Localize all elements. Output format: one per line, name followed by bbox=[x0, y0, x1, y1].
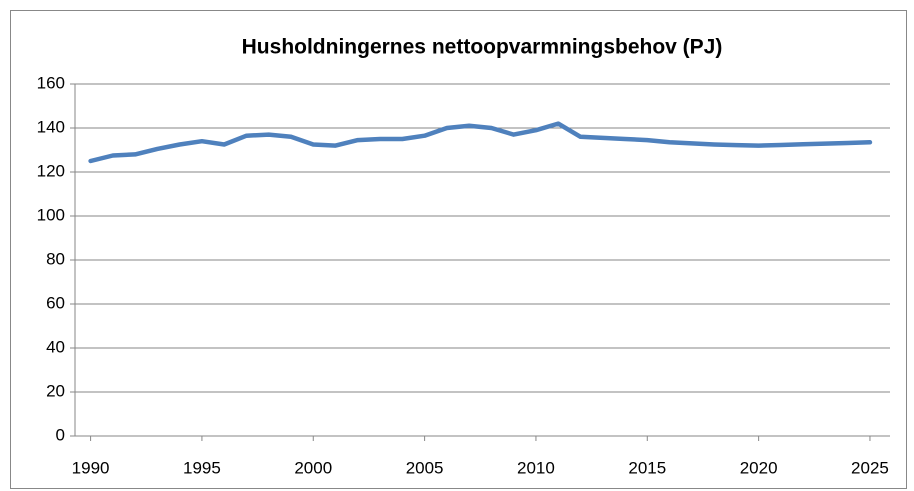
chart-frame bbox=[10, 10, 907, 489]
x-tick-label: 2015 bbox=[628, 458, 666, 477]
y-tick-label: 160 bbox=[37, 73, 65, 92]
x-tick-label: 2000 bbox=[294, 458, 332, 477]
y-tick-label: 40 bbox=[46, 337, 65, 356]
y-tick-label: 0 bbox=[56, 425, 65, 444]
x-tick-label: 2005 bbox=[406, 458, 444, 477]
y-tick-label: 120 bbox=[37, 161, 65, 180]
y-tick-label: 60 bbox=[46, 293, 65, 312]
x-tick-label: 2020 bbox=[740, 458, 778, 477]
x-tick-label: 1990 bbox=[72, 458, 110, 477]
y-tick-label: 80 bbox=[46, 249, 65, 268]
data-line bbox=[88, 121, 873, 164]
y-tick-label: 20 bbox=[46, 381, 65, 400]
chart-title: Husholdningernes nettoopvarmningsbehov (… bbox=[242, 36, 723, 59]
y-tick-label: 140 bbox=[37, 117, 65, 136]
y-tick-label: 100 bbox=[37, 205, 65, 224]
x-tick-label: 2010 bbox=[517, 458, 555, 477]
x-tick-label: 2025 bbox=[851, 458, 889, 477]
x-tick-label: 1995 bbox=[183, 458, 221, 477]
